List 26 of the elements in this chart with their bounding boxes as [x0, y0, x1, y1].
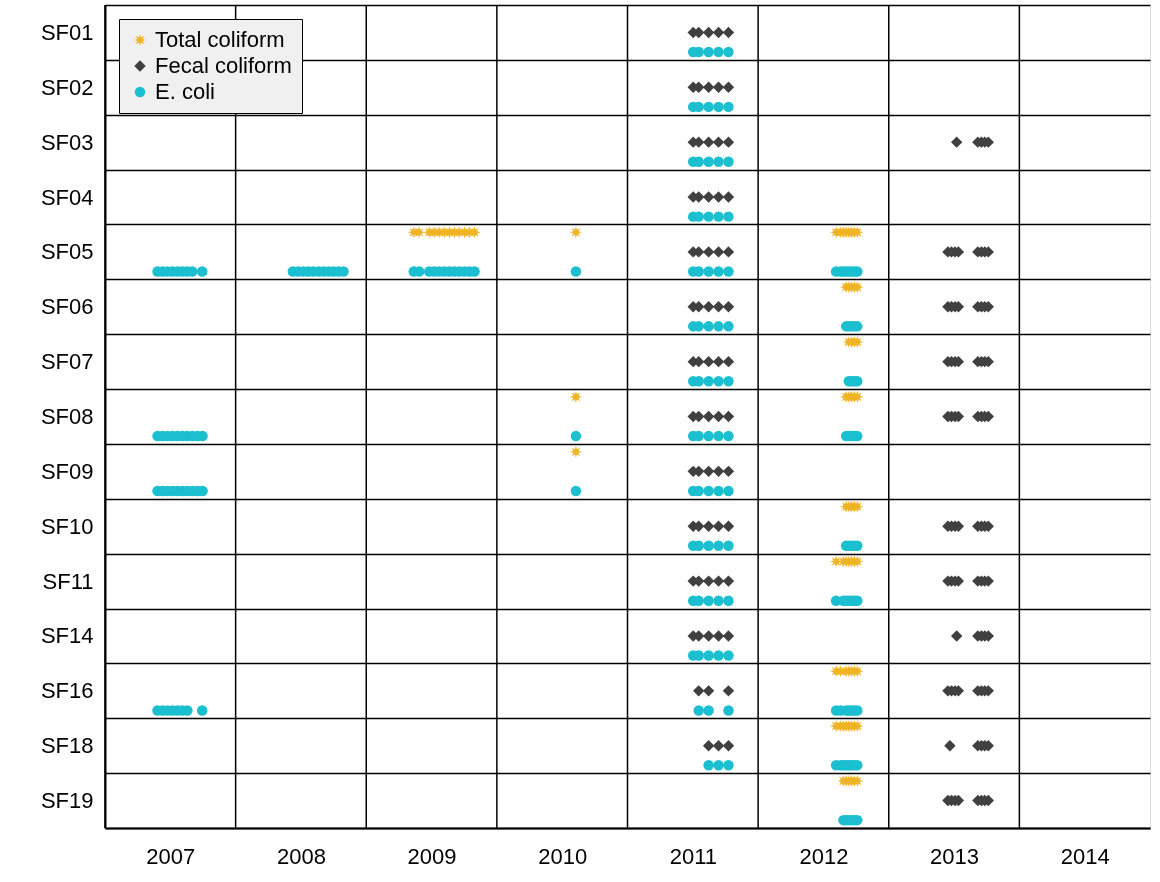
y-tick-label: SF06 [40, 294, 94, 320]
y-tick-label: SF09 [40, 458, 94, 484]
y-tick-label: SF18 [40, 733, 94, 759]
y-tick-label: SF03 [40, 129, 94, 155]
y-tick-label: SF05 [40, 239, 94, 265]
y-tick-label: SF02 [40, 74, 94, 100]
x-tick-label: 2009 [407, 843, 457, 869]
x-tick-label: 2007 [146, 843, 196, 869]
legend-label: Total coliform [155, 27, 285, 52]
x-tick-label: 2010 [538, 843, 588, 869]
y-tick-label: SF04 [40, 184, 94, 210]
y-tick-label: SF11 [42, 568, 94, 594]
x-tick-label: 2012 [799, 843, 849, 869]
x-tick-label: 2008 [276, 843, 326, 869]
legend-label: Fecal coliform [155, 53, 292, 78]
x-tick-label: 2014 [1060, 843, 1110, 869]
y-tick-label: SF08 [40, 404, 94, 429]
y-tick-label: SF19 [40, 788, 94, 814]
y-tick-label: SF07 [40, 349, 94, 375]
y-tick-label: SF01 [40, 19, 94, 45]
y-tick-label: SF10 [40, 513, 94, 539]
y-tick-label: SF16 [40, 678, 94, 704]
legend-label: E. coli [155, 79, 215, 104]
x-tick-label: 2011 [669, 843, 717, 869]
x-tick-label: 2013 [930, 843, 980, 869]
y-tick-label: SF14 [40, 623, 94, 649]
